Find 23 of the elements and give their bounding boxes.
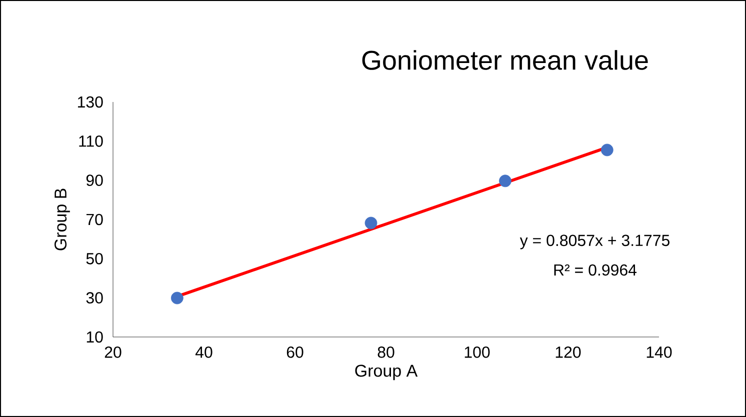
point <box>170 292 184 304</box>
y-tick-label: 90 <box>86 174 103 186</box>
y-axis-title: Group B <box>54 188 70 250</box>
x-tick-label: 80 <box>378 346 394 358</box>
chart-title: Goniometer mean value <box>362 50 648 70</box>
x-tick-label: 100 <box>464 346 490 358</box>
y-tick-label: 110 <box>79 136 103 147</box>
y-tick-label: 30 <box>86 292 103 304</box>
x-axis-title: Group A <box>355 364 418 380</box>
point <box>600 144 614 156</box>
point <box>499 174 512 188</box>
y-tick-label: 130 <box>78 96 103 108</box>
annotation: R² = 0.9964 <box>554 264 637 276</box>
point <box>364 216 378 230</box>
x-tick-label: 60 <box>286 346 304 358</box>
y-tick-label: 10 <box>86 331 103 343</box>
x-tick-label: 20 <box>104 346 122 358</box>
x-tick-label: 120 <box>556 346 581 358</box>
y-tick-label: 50 <box>86 252 103 264</box>
annotation: y = 0.8057x + 3.1775 <box>520 234 670 250</box>
y-tick-label: 70 <box>86 214 103 226</box>
x-tick-label: 40 <box>195 346 212 358</box>
x-tick-label: 140 <box>646 346 672 358</box>
